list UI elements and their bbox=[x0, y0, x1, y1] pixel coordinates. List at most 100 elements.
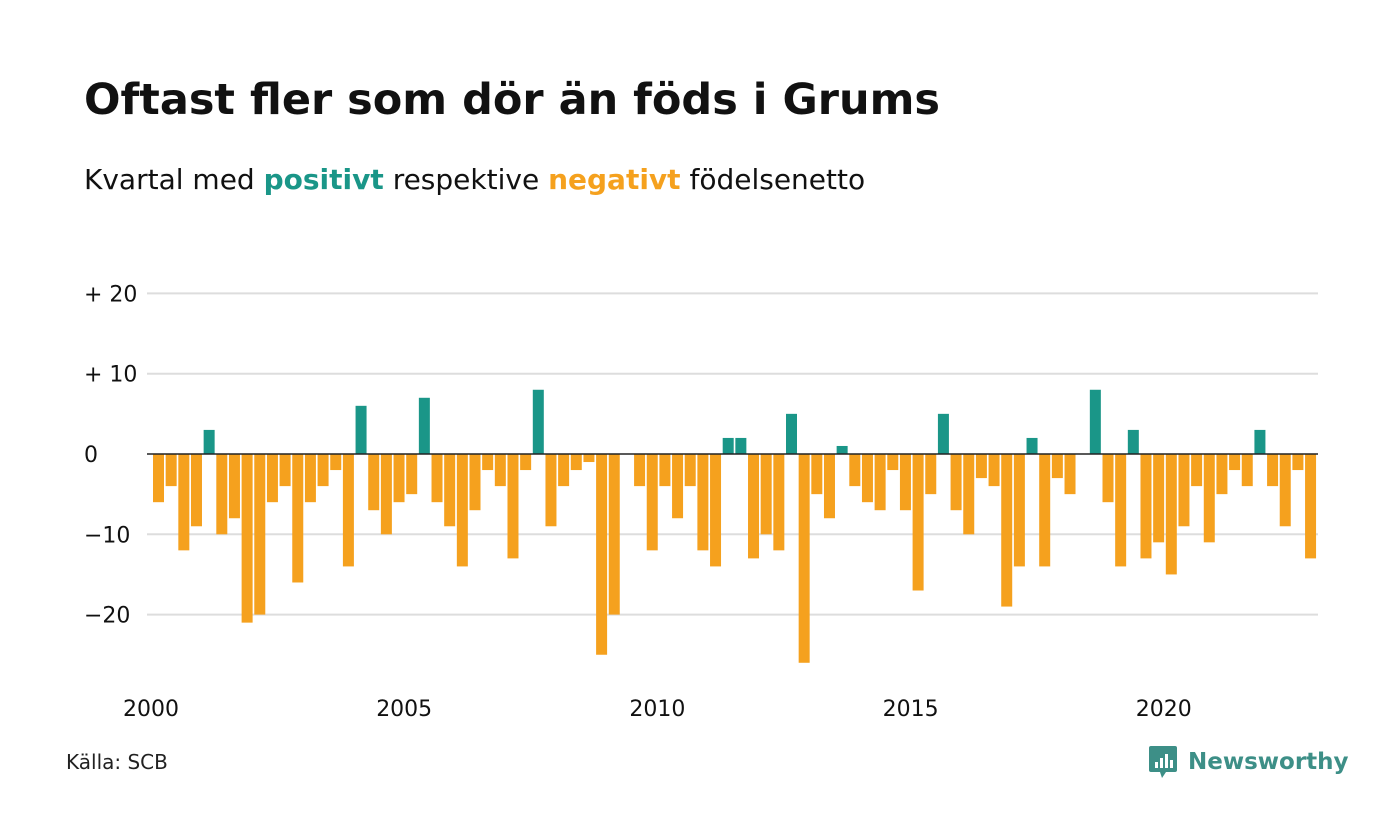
brand-logo: Newsworthy bbox=[1148, 744, 1349, 780]
bar bbox=[684, 454, 696, 487]
bar bbox=[1165, 454, 1177, 575]
bar bbox=[975, 454, 987, 479]
bar bbox=[520, 454, 532, 471]
bar bbox=[279, 454, 291, 487]
bar bbox=[178, 454, 190, 551]
bar bbox=[1001, 454, 1013, 607]
bar bbox=[153, 454, 164, 503]
subtitle-positive: positivt bbox=[263, 163, 384, 196]
bar bbox=[950, 454, 962, 511]
bar bbox=[823, 454, 835, 519]
subtitle-middle: respektive bbox=[392, 163, 540, 196]
bar bbox=[887, 454, 899, 471]
bar bbox=[672, 454, 684, 519]
newsworthy-logo-icon bbox=[1149, 746, 1177, 778]
x-tick-label: 2005 bbox=[376, 697, 432, 722]
y-tick-label: + 20 bbox=[84, 282, 137, 307]
bar bbox=[1292, 454, 1304, 471]
bar bbox=[254, 454, 266, 615]
bar bbox=[292, 454, 304, 583]
bar bbox=[1026, 437, 1038, 454]
bar bbox=[1254, 429, 1266, 454]
bar bbox=[1191, 454, 1203, 487]
bar bbox=[406, 454, 418, 495]
bar bbox=[317, 454, 329, 487]
bar bbox=[494, 454, 506, 487]
bar bbox=[330, 454, 342, 471]
bar bbox=[228, 454, 240, 519]
bar bbox=[1127, 429, 1139, 454]
x-tick-label: 2000 bbox=[123, 697, 179, 722]
bar bbox=[1279, 454, 1291, 527]
bar bbox=[722, 437, 734, 454]
bar bbox=[748, 454, 760, 559]
bar bbox=[634, 454, 646, 487]
bar bbox=[1216, 454, 1228, 495]
chart-title: Oftast fler som dör än föds i Grums bbox=[84, 75, 940, 125]
bar bbox=[1153, 454, 1165, 543]
bar bbox=[786, 413, 797, 454]
bar bbox=[1039, 454, 1051, 567]
bar bbox=[735, 437, 747, 454]
bar bbox=[380, 454, 392, 535]
bar bbox=[1102, 454, 1114, 503]
bar bbox=[368, 454, 380, 511]
subtitle-prefix: Kvartal med bbox=[84, 163, 255, 196]
x-tick-label: 2015 bbox=[883, 697, 939, 722]
bar bbox=[659, 454, 671, 487]
bar bbox=[1305, 454, 1317, 559]
bar bbox=[418, 397, 430, 454]
bar bbox=[697, 454, 709, 551]
bar bbox=[393, 454, 405, 503]
bar bbox=[1051, 454, 1063, 479]
bar bbox=[203, 429, 215, 454]
bar bbox=[849, 454, 861, 487]
bar bbox=[444, 454, 456, 527]
source-note: Källa: SCB bbox=[66, 750, 168, 774]
bar bbox=[861, 454, 873, 503]
bar bbox=[1115, 454, 1127, 567]
brand-name: Newsworthy bbox=[1188, 749, 1349, 775]
x-tick-label: 2010 bbox=[629, 697, 685, 722]
bars bbox=[153, 389, 1317, 663]
bar bbox=[899, 454, 911, 511]
bar bbox=[798, 454, 810, 663]
bar bbox=[710, 454, 722, 567]
y-tick-label: −20 bbox=[84, 604, 130, 629]
bar bbox=[1089, 389, 1101, 454]
bar bbox=[583, 454, 595, 463]
bar bbox=[773, 454, 785, 551]
bar bbox=[925, 454, 937, 495]
bar bbox=[811, 454, 823, 495]
bar bbox=[912, 454, 924, 591]
bar bbox=[342, 454, 354, 567]
bar bbox=[355, 405, 367, 454]
bar bbox=[1229, 454, 1241, 471]
bar bbox=[1064, 454, 1076, 495]
x-axis-ticks: 2000 2005 2010 2015 2020 bbox=[123, 697, 1192, 722]
bar bbox=[836, 445, 848, 454]
bar bbox=[469, 454, 481, 511]
bar bbox=[988, 454, 1000, 487]
chart-subtitle: Kvartal med positivt respektive negativt… bbox=[84, 160, 865, 200]
bar bbox=[545, 454, 557, 527]
bar bbox=[532, 389, 544, 454]
bar bbox=[608, 454, 620, 615]
y-axis-ticks: + 20 + 10 0 −10 −20 bbox=[84, 282, 137, 628]
bar bbox=[304, 454, 316, 503]
bar bbox=[570, 454, 582, 471]
bar bbox=[874, 454, 886, 511]
bar bbox=[456, 454, 468, 567]
bar bbox=[1013, 454, 1025, 567]
bar bbox=[431, 454, 443, 503]
bar bbox=[558, 454, 570, 487]
bar bbox=[190, 454, 202, 527]
bar bbox=[165, 454, 177, 487]
bar bbox=[646, 454, 658, 551]
bar bbox=[507, 454, 519, 559]
y-tick-label: −10 bbox=[84, 523, 130, 548]
bar bbox=[1203, 454, 1215, 543]
bar bbox=[937, 413, 949, 454]
bar bbox=[1267, 454, 1279, 487]
bar bbox=[482, 454, 494, 471]
